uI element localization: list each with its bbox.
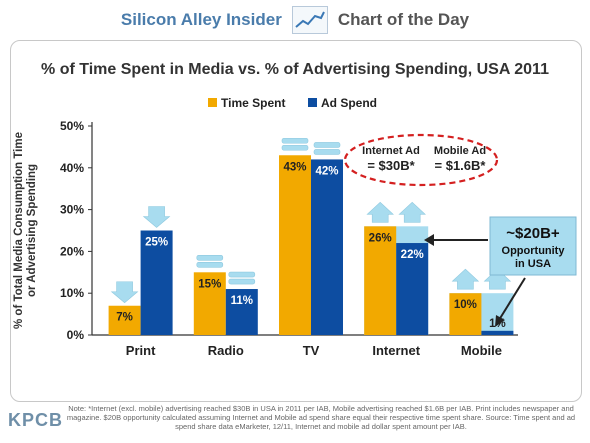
data-label-ad-spend-print: 25% [145, 237, 168, 249]
equal-sign-icon [313, 142, 341, 148]
equal-sign-icon [228, 278, 256, 285]
header-bar: Silicon Alley Insider Chart of the Day [0, 0, 590, 40]
opportunity-box [489, 216, 577, 276]
legend-label-time-spent: Time Spent [221, 96, 285, 110]
bar-time-spent-tv [279, 155, 311, 335]
up-arrow-icon [483, 268, 512, 290]
internet-ad-label: Internet Ad [362, 145, 420, 157]
up-arrow-icon [451, 268, 480, 290]
mobile-ad-value: = $1.6B* [435, 158, 487, 173]
bar-time-spent-radio [193, 272, 226, 335]
bar-ad-spend-print [140, 230, 173, 335]
data-label-ad-spend-internet: 22% [401, 249, 424, 261]
bar-ad-spend-internet [396, 243, 429, 335]
x-tick-label-print: Print [126, 343, 156, 358]
equal-sign-icon [281, 137, 309, 144]
y-tick-label: 40% [60, 161, 84, 175]
data-label-ad-spend-tv: 42% [315, 165, 338, 177]
down-arrow-icon [142, 206, 171, 228]
data-label-time-spent-radio: 15% [198, 278, 221, 290]
ad-spend-callout-ellipse [343, 133, 499, 187]
data-label-time-spent-print: 7% [116, 312, 133, 324]
internet-ad-value: = $30B* [367, 158, 415, 173]
bar-time-spent-mobile [449, 293, 482, 335]
bar-ad-spend-radio [225, 289, 258, 335]
pointer-arrow-mobile [498, 277, 526, 321]
bar-time-spent-print [108, 305, 141, 335]
bar-time-spent-internet [364, 226, 397, 335]
footnote: Note: *Internet (excl. mobile) advertisi… [66, 404, 576, 431]
bar-ad-spend-tv [311, 159, 343, 335]
equal-sign-icon [196, 261, 224, 268]
up-arrow-icon [398, 201, 426, 223]
chart-trend-logo [291, 6, 328, 34]
kpcb-logo: KPCB [8, 410, 64, 430]
x-tick-label-mobile: Mobile [461, 343, 502, 358]
y-axis-label-line-2: or Advertising Spending [26, 164, 38, 297]
equal-sign-icon [196, 255, 224, 261]
y-tick-label: 20% [60, 244, 84, 258]
data-label-time-spent-tv: 43% [283, 161, 306, 173]
equal-sign-icon [228, 271, 256, 278]
equal-sign-icon [313, 149, 341, 155]
pointer-arrowhead-mobile [495, 315, 505, 327]
bar-ad-spend-mobile [481, 330, 514, 335]
data-label-time-spent-mobile: 10% [454, 299, 477, 311]
legend-swatch-time-spent [208, 98, 217, 107]
opportunity-value: ~$20B+ [506, 225, 560, 242]
opportunity-text-line-2: in USA [515, 258, 551, 270]
x-tick-label-tv: TV [303, 343, 320, 358]
mobile-ad-label: Mobile Ad [434, 145, 486, 157]
pointer-arrowhead-internet [424, 234, 434, 246]
y-tick-label: 30% [60, 203, 84, 217]
brand-name: Silicon Alley Insider [120, 10, 282, 29]
y-tick-label: 10% [60, 286, 84, 300]
down-arrow-icon [110, 281, 139, 304]
x-tick-label-internet: Internet [372, 343, 420, 358]
legend-swatch-ad-spend [308, 98, 317, 107]
up-arrow-icon [366, 201, 394, 223]
y-tick-label: 0% [67, 328, 85, 342]
y-axis-label: % of Total Media Consumption Time [13, 132, 25, 329]
equal-sign-icon [281, 144, 309, 151]
opportunity-text: Opportunity [502, 245, 566, 257]
chart-title: % of Time Spent in Media vs. % of Advert… [41, 61, 549, 78]
data-label-time-spent-internet: 26% [369, 232, 392, 244]
x-tick-label-radio: Radio [208, 343, 244, 358]
y-tick-label: 50% [60, 119, 84, 133]
chart-of-the-day-label: Chart of the Day [337, 10, 470, 29]
data-label-ad-spend-radio: 11% [231, 295, 253, 307]
legend-label-ad-spend: Ad Spend [321, 96, 377, 110]
